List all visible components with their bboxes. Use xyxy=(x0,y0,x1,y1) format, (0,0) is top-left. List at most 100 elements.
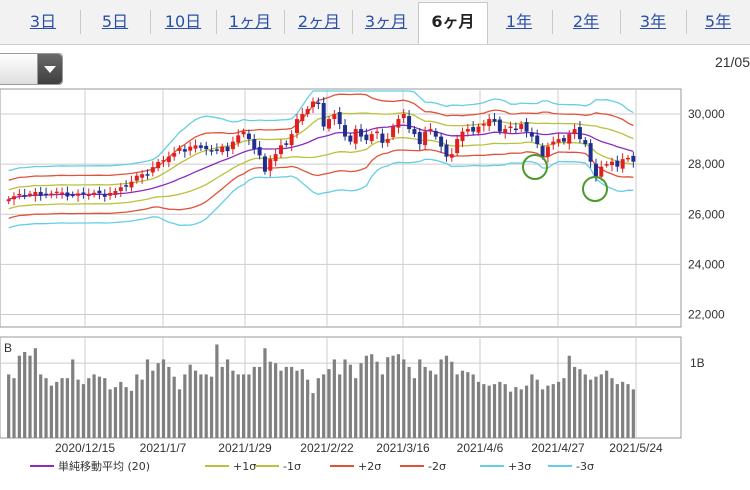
band-line-m3 xyxy=(8,158,634,229)
candle-body xyxy=(22,194,27,197)
volume-bar xyxy=(428,370,433,438)
volume-bar xyxy=(610,378,614,438)
tab-10[interactable]: 5年 xyxy=(704,12,732,31)
tab-separator xyxy=(620,10,621,34)
candle-body xyxy=(17,193,22,196)
candle-body xyxy=(92,192,97,195)
legend-label-m3: -3σ xyxy=(576,460,594,473)
volume-bar xyxy=(135,374,139,438)
volume-bar xyxy=(140,379,144,438)
tab-1[interactable]: 5日 xyxy=(101,12,129,31)
candle-body xyxy=(81,192,86,194)
candle-body xyxy=(380,133,385,143)
candle-body xyxy=(620,159,625,169)
candle-body xyxy=(108,192,113,196)
volume-bar xyxy=(503,384,507,438)
volume-bar xyxy=(33,348,37,438)
tab-separator xyxy=(352,10,353,34)
volume-bar xyxy=(615,384,619,438)
price-tick-label: 28,000 xyxy=(688,157,725,171)
volume-bar xyxy=(460,370,465,438)
candle-body xyxy=(70,194,75,196)
candle-body xyxy=(556,139,561,143)
tab-9[interactable]: 3年 xyxy=(639,12,667,31)
volume-bar xyxy=(225,359,230,438)
candle-body xyxy=(182,149,187,152)
volume-bar xyxy=(188,364,192,438)
candle-body xyxy=(54,191,59,194)
volume-bar xyxy=(386,357,390,438)
volume-bar xyxy=(39,374,43,438)
candle-body xyxy=(177,148,182,151)
volume-bar xyxy=(119,381,123,438)
volume-bar xyxy=(247,374,251,438)
candle-body xyxy=(391,126,396,138)
price-tick-label: 22,000 xyxy=(688,307,725,321)
volume-bar xyxy=(44,378,48,438)
candle-body xyxy=(487,119,492,127)
volume-bar xyxy=(258,366,262,438)
tab-separator xyxy=(150,10,151,34)
volume-bar xyxy=(626,384,630,438)
candle-body xyxy=(262,156,267,172)
candle-body xyxy=(316,102,321,105)
highlight-circle-marker xyxy=(582,176,608,202)
volume-bar xyxy=(546,385,550,438)
volume-bar xyxy=(407,366,411,438)
candle-body xyxy=(198,145,203,148)
tab-separator xyxy=(80,10,81,34)
volume-bar xyxy=(172,376,176,438)
candle-body xyxy=(209,150,214,152)
volume-bar xyxy=(375,361,379,438)
tab-separator xyxy=(284,10,285,34)
volume-bar xyxy=(412,378,417,438)
tab-6[interactable]: 6ヶ月 xyxy=(418,2,488,44)
candle-body xyxy=(172,152,177,157)
tab-0[interactable]: 3日 xyxy=(29,12,57,31)
band-line-ma xyxy=(8,124,634,200)
chart-type-selector[interactable] xyxy=(0,53,63,85)
volume-bar xyxy=(524,385,529,438)
candle-body xyxy=(49,193,54,196)
candle-body xyxy=(535,135,540,145)
volume-bar xyxy=(450,361,454,438)
volume-bar xyxy=(508,391,513,438)
volume-bar xyxy=(76,379,80,438)
candle-body xyxy=(113,190,118,195)
volume-bar xyxy=(65,378,69,438)
volume-bar xyxy=(183,374,187,438)
tab-4[interactable]: 2ヶ月 xyxy=(297,12,341,31)
band-line-p1 xyxy=(8,112,634,191)
date-tick-label: 2021/4/6 xyxy=(457,441,504,455)
tab-separator xyxy=(686,10,687,34)
candle-body xyxy=(540,146,545,157)
tab-2[interactable]: 10日 xyxy=(164,12,202,31)
volume-bar xyxy=(156,363,160,438)
candle-body xyxy=(439,136,444,147)
volume-bar xyxy=(103,378,107,438)
tab-8[interactable]: 2年 xyxy=(572,12,600,31)
volume-bar xyxy=(498,381,502,438)
candle-body xyxy=(407,116,412,130)
volume-bar xyxy=(589,379,593,438)
candle-body xyxy=(476,126,481,133)
candle-body xyxy=(551,141,556,145)
candle-body xyxy=(343,125,348,137)
volume-bar xyxy=(567,355,571,438)
candle-body xyxy=(412,129,417,135)
candle-body xyxy=(289,134,294,146)
candle-body xyxy=(12,196,17,200)
candle-body xyxy=(60,192,65,194)
tab-3[interactable]: 1ヶ月 xyxy=(228,12,272,31)
date-tick-label: 2021/3/16 xyxy=(376,441,430,455)
candle-body xyxy=(273,154,278,162)
tab-7[interactable]: 1年 xyxy=(505,12,533,31)
candle-body xyxy=(588,143,593,162)
tab-separator xyxy=(552,10,553,34)
volume-bar xyxy=(322,374,326,438)
volume-bar xyxy=(220,366,224,438)
tab-5[interactable]: 3ヶ月 xyxy=(364,12,408,31)
candle-body xyxy=(615,160,620,167)
chevron-down-icon[interactable] xyxy=(37,54,62,84)
